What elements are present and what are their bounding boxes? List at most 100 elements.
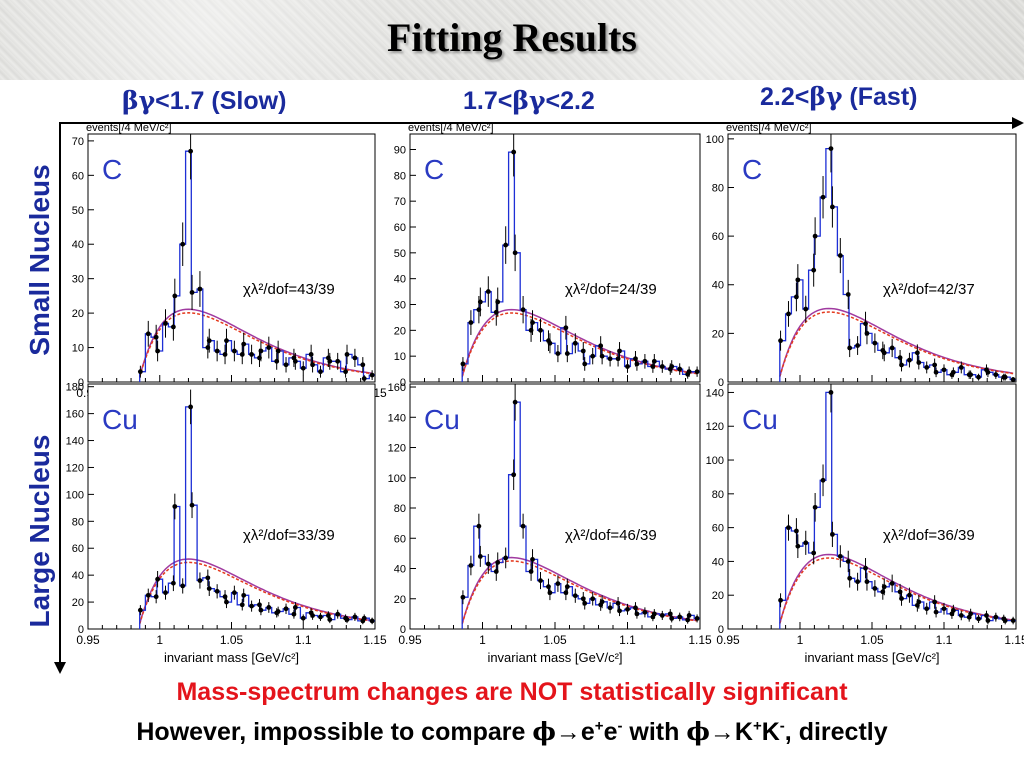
phi-symbol-2: ϕ	[686, 717, 710, 746]
x-tick-label: 1.1	[295, 633, 312, 647]
data-point	[633, 605, 638, 611]
y-tick-label: 50	[394, 248, 406, 260]
data-point	[530, 557, 535, 562]
footer-minus-1: -	[617, 717, 623, 735]
footer-text-2: with	[622, 718, 687, 746]
title-band	[0, 0, 1024, 80]
data-point	[275, 348, 281, 354]
data-point	[318, 614, 323, 620]
y-tick-label: 0	[718, 377, 724, 389]
data-point	[968, 611, 974, 617]
nucleus-axis-arrow-icon	[54, 662, 66, 674]
background-fit-curve	[138, 312, 373, 378]
data-point	[292, 358, 298, 364]
data-point	[599, 353, 605, 359]
data-point	[460, 361, 466, 367]
y-axis-label: events[/4 MeV/c²]	[86, 122, 172, 134]
x-tick-label: 1.15	[688, 633, 712, 647]
panel-frame	[87, 383, 376, 630]
footer-minus-2: -	[779, 717, 785, 735]
footer-k-1: K	[734, 718, 753, 746]
y-tick-label: 40	[72, 239, 84, 251]
data-point	[369, 618, 375, 624]
data-point	[327, 617, 333, 622]
x-tick-label: 1.05	[543, 633, 567, 647]
data-point	[530, 320, 535, 325]
data-point	[477, 554, 483, 559]
background-fit-curve	[461, 312, 698, 378]
data-point	[872, 340, 878, 346]
data-point	[847, 345, 853, 351]
y-tick-label: 40	[394, 274, 406, 286]
y-tick-label: 100	[706, 134, 724, 146]
data-point	[837, 553, 843, 559]
y-tick-label: 100	[706, 455, 724, 467]
data-point	[503, 555, 509, 561]
data-point	[344, 617, 350, 622]
data-point	[485, 289, 491, 294]
column-header-fast-pre: 2.2<	[760, 83, 810, 111]
data-point	[369, 372, 375, 378]
data-point	[352, 355, 358, 361]
data-point	[572, 340, 578, 346]
x-tick-label: 0.95	[716, 633, 740, 647]
chi-square-label: χλ²/dof=42/37	[883, 281, 975, 298]
data-point	[677, 366, 683, 372]
y-tick-label: 90	[394, 145, 406, 157]
data-point	[889, 580, 895, 586]
data-point	[241, 592, 247, 598]
y-tick-label: 40	[712, 556, 724, 568]
histogram-panel: 0102030405060700.9511.051.11.15events[/4…	[72, 122, 387, 400]
data-point	[580, 348, 586, 354]
data-point	[170, 580, 176, 586]
data-point	[468, 563, 474, 568]
data-point	[889, 345, 895, 351]
y-tick-label: 80	[72, 516, 84, 528]
data-point	[855, 579, 860, 585]
phi-symbol-1: ϕ	[532, 717, 556, 746]
data-point	[214, 588, 220, 594]
y-tick-label: 20	[712, 328, 724, 340]
data-point	[239, 602, 245, 608]
data-point	[863, 565, 868, 571]
background-fit-curve	[138, 561, 373, 625]
histogram-steps	[139, 406, 375, 629]
y-tick-label: 50	[72, 205, 84, 217]
x-tick-label: 1	[479, 633, 486, 647]
data-point	[794, 528, 799, 534]
data-point	[778, 597, 783, 603]
y-tick-label: 100	[388, 473, 406, 485]
data-point	[582, 361, 588, 367]
data-point	[189, 290, 195, 295]
data-point	[206, 338, 212, 344]
y-tick-label: 40	[72, 570, 84, 582]
data-point	[899, 362, 904, 368]
data-point	[231, 590, 237, 596]
data-point	[172, 504, 178, 509]
data-point	[864, 579, 870, 585]
data-point	[617, 608, 622, 614]
data-point	[512, 399, 518, 405]
y-tick-label: 60	[394, 533, 406, 545]
y-tick-label: 140	[66, 436, 84, 448]
data-point	[283, 362, 289, 368]
data-point	[941, 367, 947, 373]
x-tick-label: 1.1	[619, 633, 636, 647]
data-point	[872, 586, 878, 591]
data-point	[590, 353, 596, 359]
y-tick-label: 140	[388, 412, 406, 424]
y-axis-label: events[/4 MeV/c²]	[726, 122, 812, 134]
data-point	[778, 338, 783, 344]
y-tick-label: 30	[394, 300, 406, 312]
data-point	[812, 504, 818, 510]
x-tick-label: 0.95	[398, 633, 422, 647]
data-point	[590, 596, 596, 602]
data-point	[837, 253, 843, 258]
y-tick-label: 140	[706, 387, 724, 399]
y-tick-label: 60	[712, 523, 724, 535]
column-header-mid-pre: 1.7<	[463, 87, 513, 115]
data-point	[352, 614, 358, 620]
data-point	[188, 148, 194, 154]
data-point	[155, 348, 160, 354]
data-point	[642, 358, 648, 364]
